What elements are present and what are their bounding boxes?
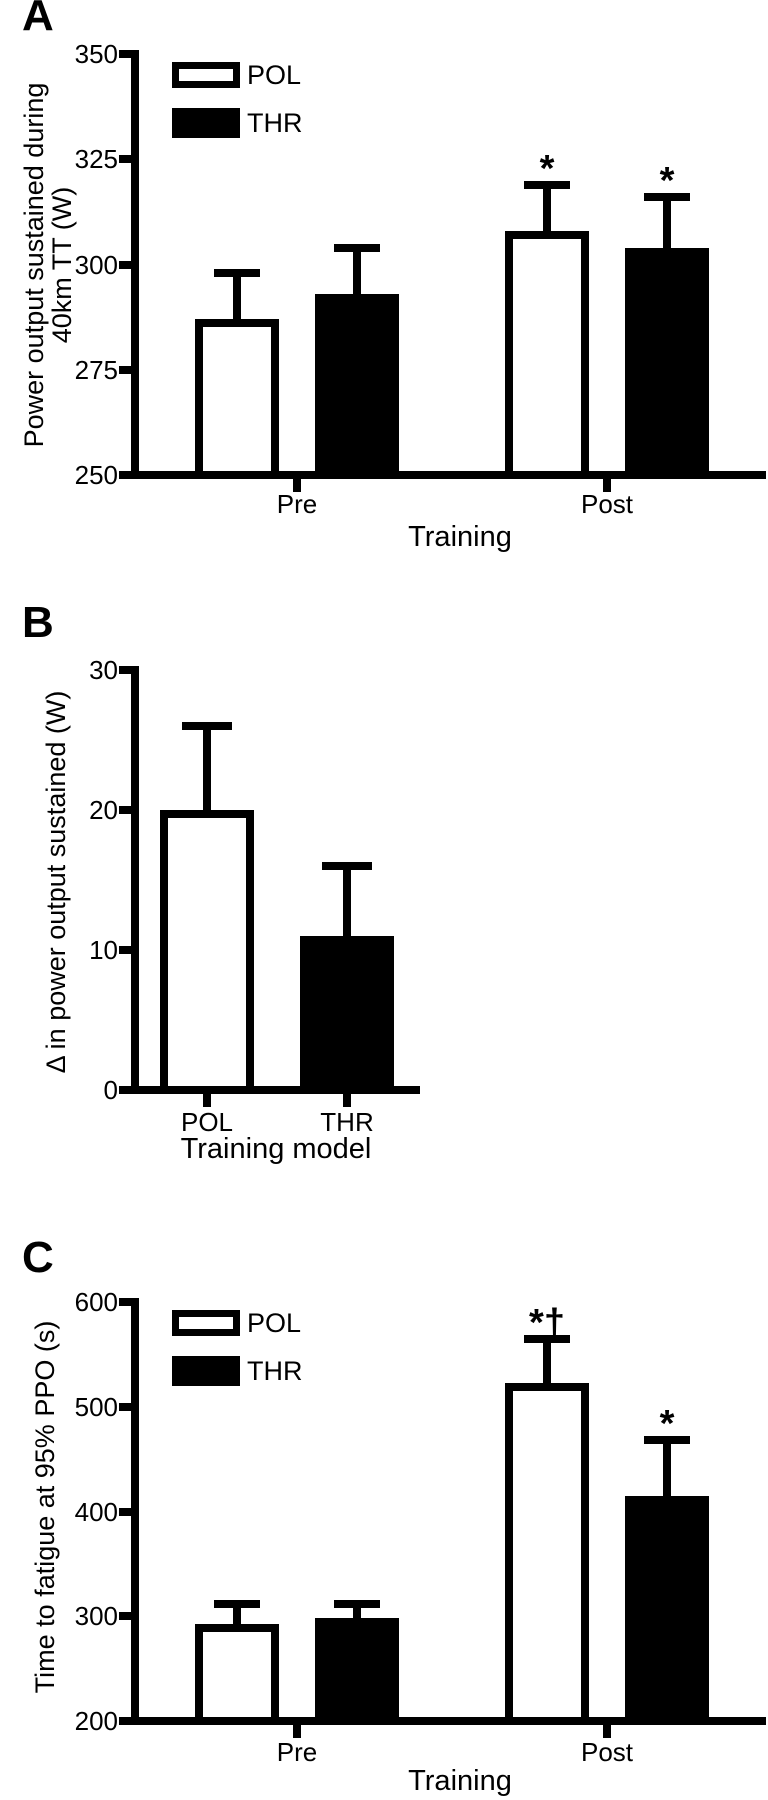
panel-b-y-tick-mark bbox=[119, 666, 131, 674]
panel-c-y-tick-label: 300 bbox=[74, 1601, 118, 1632]
panel-a-y-tick-mark bbox=[119, 365, 131, 374]
panel-a-y-tick-mark bbox=[119, 260, 131, 269]
panel-b-category-label-POL: POL bbox=[180, 1107, 234, 1137]
panel-c-legend-swatch-THR bbox=[172, 1356, 240, 1386]
panel-b-x-axis-line bbox=[131, 1086, 420, 1094]
error-bar-stem-POL-Post bbox=[543, 1338, 551, 1387]
significance-marker-THR-Post: * bbox=[659, 160, 675, 203]
bar-POL-Post bbox=[505, 230, 589, 479]
panel-c-y-tick-mark bbox=[119, 1402, 131, 1411]
panel-a-letter: A bbox=[22, 0, 54, 40]
bar-THR-Post bbox=[625, 1495, 709, 1725]
panel-c-y-axis-spine bbox=[131, 1298, 139, 1725]
panel-c-x-tick-mark bbox=[603, 1725, 611, 1738]
panel-c-y-tick-label: 500 bbox=[74, 1391, 118, 1422]
panel-b-y-tick-mark bbox=[119, 806, 131, 814]
panel-b-x-tick-mark bbox=[343, 1094, 351, 1107]
significance-marker-POL-Post: *† bbox=[529, 1301, 565, 1344]
panel-a-category-label-Post: Post bbox=[580, 489, 634, 519]
panel-c-legend-label-THR: THR bbox=[247, 1355, 303, 1386]
error-bar-cap-THR-Post bbox=[644, 1436, 690, 1445]
panel-b-letter: B bbox=[22, 598, 54, 647]
panel-c-legend-label-POL: POL bbox=[247, 1307, 302, 1338]
panel-c-y-tick-mark bbox=[119, 1612, 131, 1621]
panel-c-x-tick-mark bbox=[293, 1725, 301, 1738]
panel-c-y-tick-label: 600 bbox=[74, 1287, 118, 1317]
panel-b-y-tick-label: 20 bbox=[89, 795, 118, 825]
panel-a-y-tick-label: 325 bbox=[74, 144, 118, 175]
bar-POL-POL bbox=[160, 810, 254, 1094]
bar-THR-Pre bbox=[315, 1618, 399, 1725]
panel-c-y-tick-label: 400 bbox=[74, 1496, 118, 1527]
error-bar-stem-THR-THR bbox=[343, 866, 351, 940]
panel-a-y-tick-label: 350 bbox=[74, 39, 118, 69]
bar-THR-THR bbox=[300, 936, 394, 1094]
panel-b-y-tick-mark bbox=[119, 946, 131, 954]
panel-a-category-label-Pre: Pre bbox=[276, 489, 318, 519]
panel-a-y-tick-mark bbox=[119, 50, 131, 58]
panel-c-y-tick-mark bbox=[119, 1717, 131, 1725]
panel-b-category-label-THR: THR bbox=[320, 1107, 374, 1137]
panel-c-y-tick-mark bbox=[119, 1507, 131, 1516]
panel-c-letter: C bbox=[22, 1233, 54, 1282]
panel-a-y-tick-label: 275 bbox=[74, 354, 118, 385]
panel-a-x-tick-mark bbox=[293, 479, 301, 492]
panel-b-y-axis-spine bbox=[131, 666, 139, 1094]
panel-b-y-tick-label: 30 bbox=[89, 655, 118, 685]
error-bar-stem-POL-Pre bbox=[233, 1603, 241, 1628]
panel-a-x-axis-title: Training bbox=[408, 521, 512, 553]
significance-marker-THR-Post: * bbox=[659, 1403, 675, 1446]
bar-THR-Pre bbox=[315, 293, 399, 479]
error-bar-cap-POL-Pre bbox=[214, 1599, 260, 1608]
panel-c-x-axis-title: Training bbox=[408, 1765, 512, 1797]
panel-b-y-tick-label: 10 bbox=[89, 935, 118, 965]
error-bar-stem-THR-Post bbox=[663, 1440, 671, 1500]
panel-c-x-axis-line bbox=[131, 1717, 766, 1725]
panel-c-y-tick-label: 200 bbox=[74, 1706, 118, 1736]
error-bar-stem-POL-Pre bbox=[233, 272, 241, 324]
error-bar-stem-THR-Pre bbox=[353, 1603, 361, 1623]
panel-b-y-tick-label: 0 bbox=[103, 1075, 118, 1105]
error-bar-cap-THR-Post bbox=[644, 193, 690, 202]
panel-a-x-tick-mark bbox=[603, 479, 611, 492]
panel-b-x-axis-title: Training model bbox=[180, 1133, 372, 1165]
error-bar-cap-POL-Post bbox=[524, 1334, 570, 1343]
error-bar-cap-THR-Pre bbox=[334, 1599, 380, 1608]
panel-a-legend-swatch-THR bbox=[172, 108, 240, 138]
bar-POL-Post bbox=[505, 1382, 589, 1725]
error-bar-cap-THR-Pre bbox=[334, 243, 380, 252]
panel-c-category-label-Pre: Pre bbox=[276, 1737, 318, 1767]
panel-a-legend-label-POL: POL bbox=[247, 59, 302, 90]
error-bar-stem-POL-Post bbox=[543, 184, 551, 235]
panel-a-legend-label-THR: THR bbox=[247, 107, 303, 138]
error-bar-stem-THR-Post bbox=[663, 197, 671, 252]
panel-a-y-axis-spine bbox=[131, 50, 139, 479]
error-bar-stem-THR-Pre bbox=[353, 247, 361, 298]
panel-a-x-axis-line bbox=[131, 471, 766, 479]
panel-a-legend-swatch-POL bbox=[172, 62, 240, 88]
panel-a-y-tick-label: 300 bbox=[74, 249, 118, 280]
panel-a-y-tick-mark bbox=[119, 471, 131, 479]
panel-b-y-axis-label: Δ in power output sustained (W) bbox=[41, 690, 71, 1074]
panel-c-category-label-Post: Post bbox=[580, 1737, 634, 1767]
panel-c-y-tick-mark bbox=[119, 1298, 131, 1306]
panel-b-x-tick-mark bbox=[203, 1094, 211, 1107]
error-bar-cap-THR-THR bbox=[322, 862, 372, 870]
bar-POL-Pre bbox=[195, 319, 279, 479]
panel-a-y-tick-label: 250 bbox=[74, 460, 118, 490]
error-bar-cap-POL-POL bbox=[182, 722, 232, 730]
bar-POL-Pre bbox=[195, 1623, 279, 1725]
panel-c-legend-swatch-POL bbox=[172, 1310, 240, 1336]
error-bar-stem-POL-POL bbox=[203, 726, 211, 814]
panel-a-y-tick-mark bbox=[119, 155, 131, 164]
error-bar-cap-POL-Pre bbox=[214, 268, 260, 277]
panel-b-y-tick-mark bbox=[119, 1086, 131, 1094]
bar-THR-Post bbox=[625, 247, 709, 479]
error-bar-cap-POL-Post bbox=[524, 180, 570, 189]
significance-marker-POL-Post: * bbox=[539, 147, 555, 190]
